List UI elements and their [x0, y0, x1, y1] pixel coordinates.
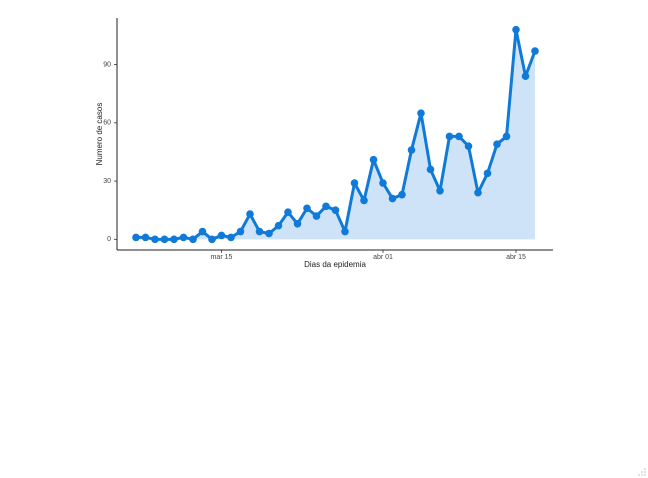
y-tick-label: 90	[103, 61, 111, 68]
resize-grip	[638, 468, 646, 476]
point	[398, 190, 406, 199]
point	[255, 227, 264, 236]
point	[151, 235, 159, 244]
point	[265, 229, 273, 238]
point	[350, 179, 359, 187]
y-tick-label: 30	[103, 178, 111, 185]
point	[455, 132, 463, 141]
point	[303, 204, 311, 213]
point	[284, 208, 292, 216]
point	[464, 142, 473, 150]
point	[170, 235, 178, 244]
point	[179, 233, 188, 242]
point	[227, 233, 235, 242]
y-tick-label: 60	[103, 120, 111, 127]
y-tick-label: 0	[107, 236, 111, 243]
point	[360, 196, 368, 205]
point	[198, 227, 207, 236]
point	[521, 72, 530, 81]
point	[189, 235, 197, 244]
point	[483, 169, 492, 178]
x-axis-label: Dias da epidemia	[304, 260, 366, 269]
point	[132, 233, 140, 242]
point	[160, 235, 169, 244]
point	[388, 194, 397, 203]
x-tick-label: abr 15	[506, 254, 526, 261]
point	[369, 155, 378, 164]
point	[417, 109, 425, 117]
point	[322, 202, 330, 211]
point	[512, 25, 520, 34]
x-tick-label: mar 15	[211, 254, 233, 261]
point	[493, 140, 501, 148]
area	[136, 29, 535, 240]
point	[426, 165, 435, 174]
point	[436, 186, 444, 195]
point	[531, 47, 539, 55]
point	[246, 210, 254, 218]
y-axis-label: Numero de casos	[95, 103, 104, 166]
point	[445, 132, 454, 141]
point	[217, 231, 226, 240]
point	[208, 235, 216, 244]
point	[407, 146, 416, 154]
point	[331, 206, 340, 215]
point	[341, 227, 349, 236]
point	[236, 227, 245, 236]
point	[141, 233, 150, 242]
point	[502, 132, 511, 141]
point	[312, 212, 321, 220]
point	[379, 179, 387, 187]
point	[474, 188, 482, 197]
point	[274, 221, 283, 230]
point	[293, 219, 302, 228]
x-tick-label: abr 01	[373, 254, 393, 261]
